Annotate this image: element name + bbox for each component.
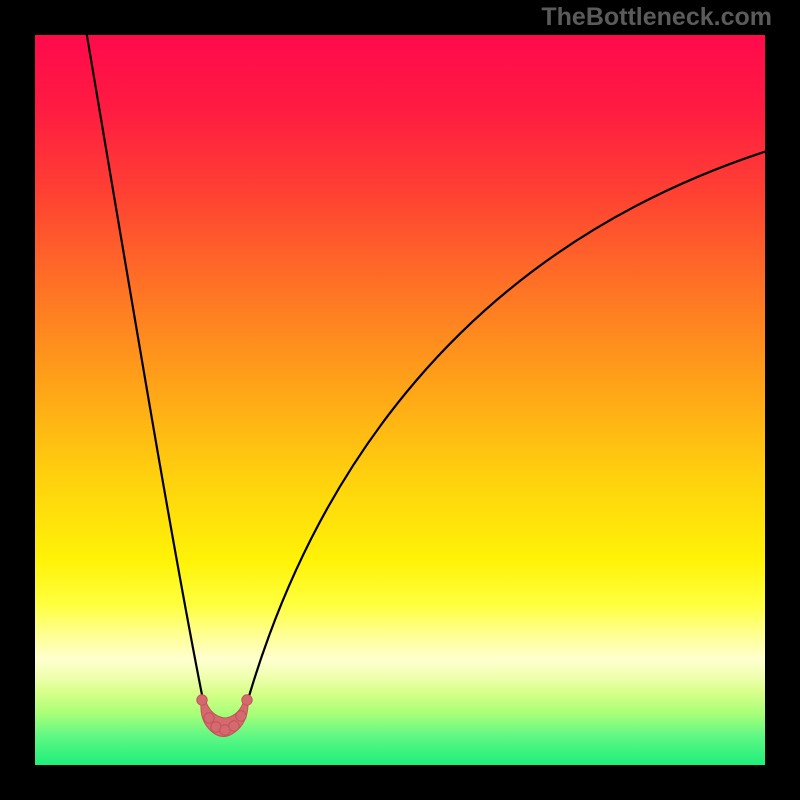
optimal-marker-dot [229, 721, 239, 731]
optimal-marker-dot [236, 711, 246, 721]
optimal-marker-dot [204, 713, 214, 723]
optimal-marker-dot [242, 695, 252, 705]
optimal-marker-dot [197, 695, 207, 705]
watermark-text: TheBottleneck.com [541, 3, 772, 32]
bottleneck-curve-chart [0, 0, 800, 800]
